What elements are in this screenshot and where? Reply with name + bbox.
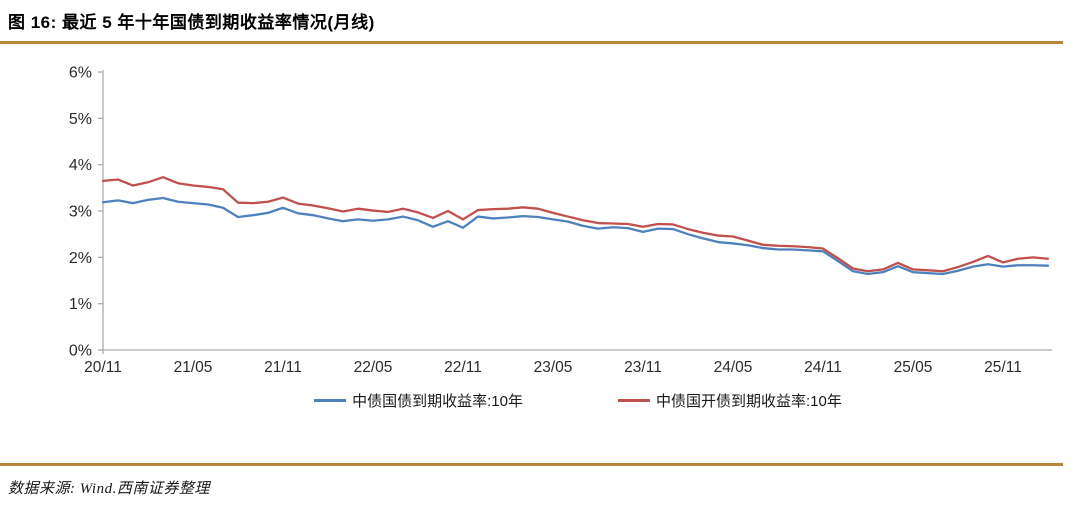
x-tick-label: 23/11 <box>624 359 662 376</box>
y-tick-label: 0% <box>69 343 92 360</box>
y-tick-label: 2% <box>69 250 92 267</box>
x-tick-label: 25/05 <box>894 359 933 376</box>
x-tick-label: 24/05 <box>714 359 753 376</box>
x-tick-label: 22/11 <box>444 359 482 376</box>
x-tick-label: 25/11 <box>984 359 1022 376</box>
legend-label-treasury: 中债国债到期收益率:10年 <box>352 393 523 410</box>
x-tick-label: 23/05 <box>534 359 573 376</box>
treasury-line-marker <box>314 399 347 402</box>
x-tick-label: 20/11 <box>84 359 122 376</box>
cdb-line-marker <box>618 399 650 402</box>
legend-label-cdb: 中债国开债到期收益率:10年 <box>656 393 842 410</box>
treasury-yield-line <box>101 196 1050 276</box>
x-tick-label: 21/05 <box>174 359 213 376</box>
data-source: 数据来源: Wind.西南证券整理 <box>8 481 210 497</box>
bottom-rule <box>0 463 1063 466</box>
cdb-yield-line <box>101 176 1050 273</box>
x-tick-label: 21/11 <box>264 359 302 376</box>
y-tick-label: 4% <box>69 157 92 174</box>
y-tick-label: 6% <box>69 65 92 82</box>
chart-legend: 中债国债到期收益率:10年 中债国开债到期收益率:10年 <box>103 390 1053 411</box>
y-tick-label: 3% <box>69 204 92 221</box>
figure-title: 图 16: 最近 5 年十年国债到期收益率情况(月线) <box>8 13 375 32</box>
legend-item-cdb: 中债国开债到期收益率:10年 <box>618 390 842 411</box>
y-tick-label: 5% <box>69 111 92 128</box>
x-tick-label: 24/11 <box>804 359 842 376</box>
legend-item-treasury: 中债国债到期收益率:10年 <box>314 390 523 411</box>
y-tick-label: 1% <box>69 296 92 313</box>
top-rule <box>0 41 1063 44</box>
x-tick-label: 22/05 <box>354 359 393 376</box>
